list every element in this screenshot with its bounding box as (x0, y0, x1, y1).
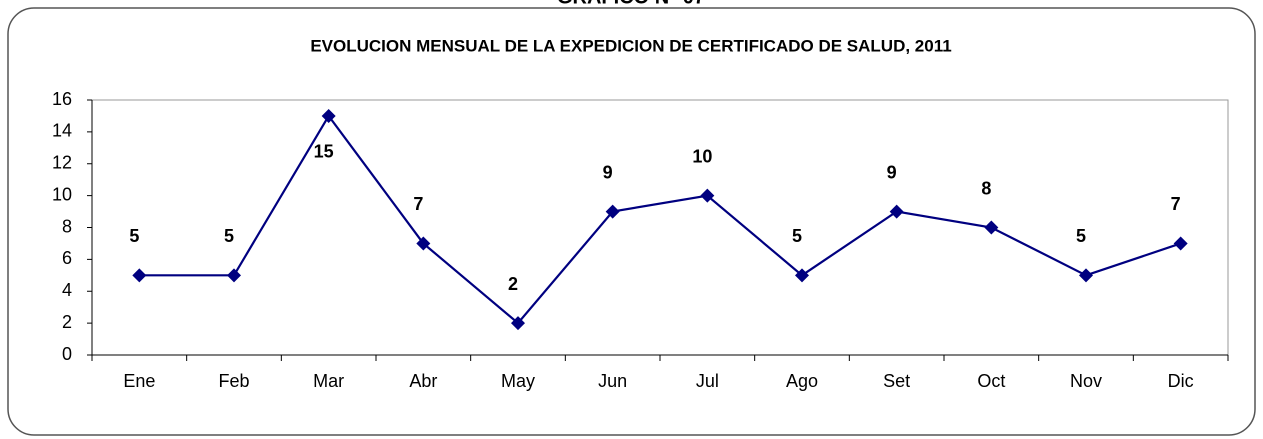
marker (1079, 268, 1093, 283)
marker (984, 220, 999, 235)
data-label: 5 (129, 226, 139, 246)
x-tick-label: Dic (1168, 371, 1194, 391)
y-tick-label: 0 (62, 344, 72, 364)
data-label: 8 (981, 178, 991, 198)
data-label: 2 (508, 274, 518, 294)
y-tick-label: 8 (62, 216, 72, 236)
chart-title: EVOLUCION MENSUAL DE LA EXPEDICION DE CE… (310, 36, 951, 55)
y-tick-label: 10 (52, 184, 72, 204)
marker (795, 268, 809, 283)
data-label: 9 (887, 162, 897, 182)
marker (1173, 236, 1188, 251)
y-tick-label: 14 (52, 121, 72, 141)
data-label: 5 (224, 226, 234, 246)
marker (700, 188, 715, 203)
chart-frame (7, 7, 1256, 436)
y-tick-label: 6 (62, 248, 72, 268)
data-label: 7 (413, 194, 423, 214)
data-label: 5 (792, 226, 802, 246)
marker (605, 204, 620, 219)
x-tick-label: Jun (598, 371, 627, 391)
x-tick-label: Jul (696, 371, 719, 391)
x-tick-label: May (501, 371, 535, 391)
x-tick-label: Ago (786, 371, 818, 391)
data-label: 10 (692, 146, 712, 166)
x-tick-label: Nov (1070, 371, 1102, 391)
data-label: 15 (314, 142, 334, 162)
y-tick-label: 2 (62, 312, 72, 332)
x-tick-label: Set (883, 371, 910, 391)
header: GRAFICO N° 07 (557, 0, 705, 8)
x-tick-label: Mar (313, 371, 344, 391)
data-label: 5 (1076, 226, 1086, 246)
x-tick-label: Oct (977, 371, 1005, 391)
y-tick-label: 4 (62, 280, 72, 300)
marker (227, 268, 241, 283)
data-label: 7 (1171, 194, 1181, 214)
y-tick-label: 12 (52, 153, 72, 173)
data-label: 9 (603, 162, 613, 182)
marker (889, 204, 904, 219)
x-tick-label: Feb (218, 371, 249, 391)
x-tick-label: Ene (123, 371, 155, 391)
marker (511, 316, 525, 331)
marker (416, 236, 431, 251)
x-tick-label: Abr (409, 371, 437, 391)
line (139, 113, 1182, 325)
marker (132, 268, 147, 283)
marker (321, 108, 336, 123)
y-tick-label: 16 (52, 89, 72, 109)
